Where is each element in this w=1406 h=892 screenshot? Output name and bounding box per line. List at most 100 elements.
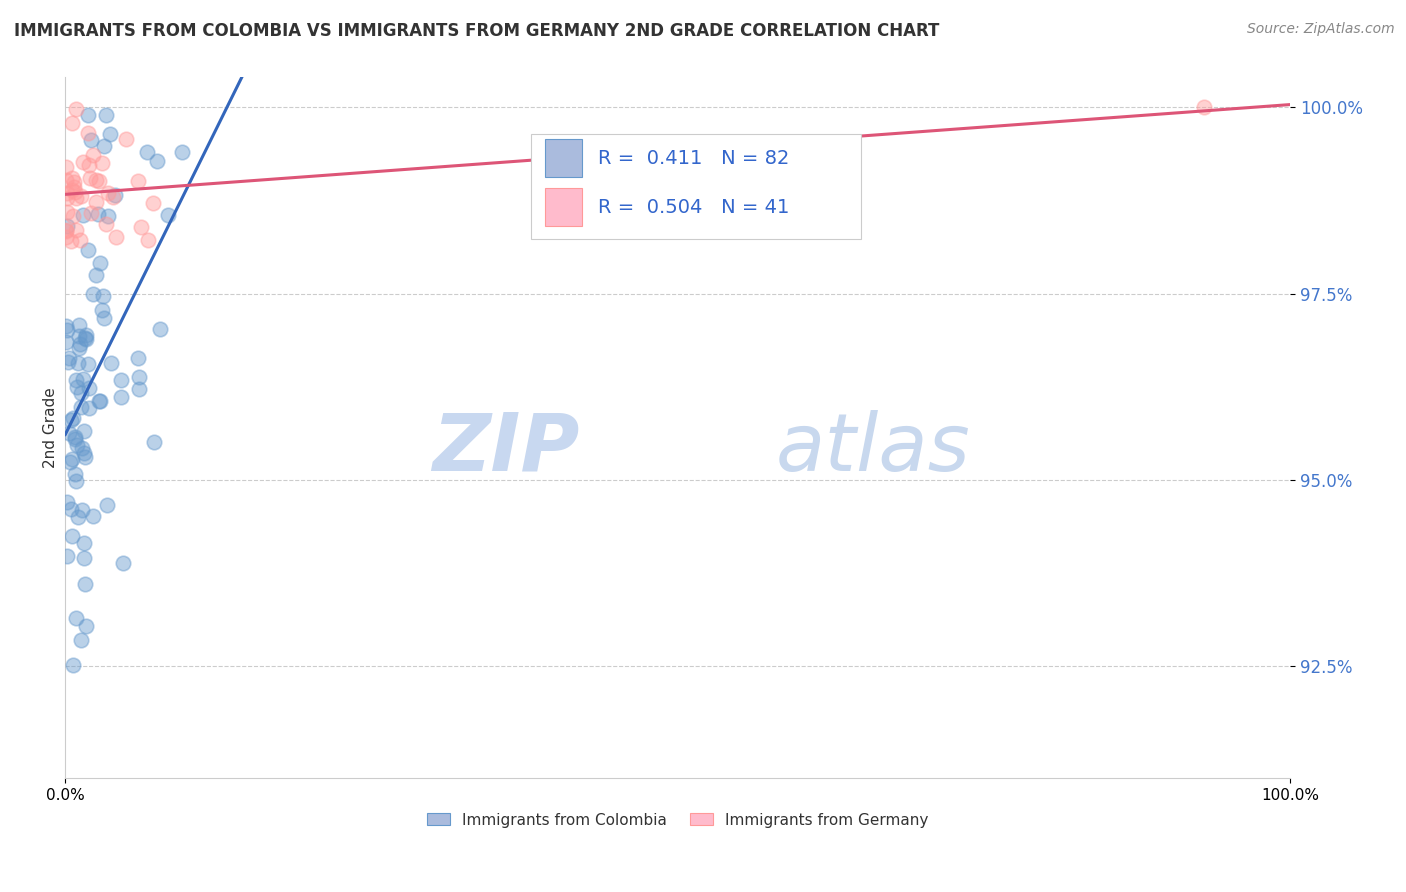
Point (73, 331, 96, 345)
Point (55, 319, 77, 334)
Point (55, 191, 77, 205)
Point (110, 373, 132, 387)
Point (73, 535, 96, 549)
Point (55, 495, 77, 509)
FancyBboxPatch shape (530, 134, 862, 239)
Point (58, 351, 80, 365)
Point (70, 442, 93, 456)
Point (75, 333, 97, 347)
Point (131, 220, 153, 235)
Point (56, 323, 79, 337)
Point (55, 224, 77, 238)
Point (60, 171, 83, 186)
Point (104, 187, 127, 202)
Point (70, 400, 93, 414)
Point (63, 467, 86, 482)
Point (58, 425, 80, 440)
Point (73, 577, 96, 591)
Point (60, 529, 83, 543)
FancyBboxPatch shape (546, 139, 582, 178)
Point (79, 170, 101, 185)
Point (55, 230, 77, 244)
Point (65, 191, 87, 205)
Point (82, 148, 104, 162)
Point (70, 386, 93, 401)
Point (62, 209, 84, 223)
Point (65, 474, 87, 488)
Text: ZIP: ZIP (432, 409, 579, 488)
Point (87, 174, 110, 188)
Text: R =  0.411   N = 82: R = 0.411 N = 82 (598, 149, 789, 168)
Point (55, 173, 77, 187)
Point (136, 145, 159, 159)
Point (76, 357, 98, 371)
Point (91, 289, 114, 303)
Point (66, 509, 89, 524)
Point (65, 373, 87, 387)
Point (84, 268, 107, 283)
Point (75, 450, 97, 464)
Point (76, 243, 98, 257)
Point (100, 356, 122, 370)
Point (63, 432, 86, 446)
Point (104, 230, 127, 244)
Point (67, 318, 90, 332)
Y-axis label: 2nd Grade: 2nd Grade (44, 387, 58, 468)
Point (80, 206, 103, 220)
Point (70, 189, 93, 203)
Point (65, 611, 87, 625)
Point (97, 209, 120, 223)
Point (97, 186, 120, 201)
Point (55, 334, 77, 349)
Point (101, 190, 124, 204)
Point (62, 411, 84, 425)
Point (89, 256, 111, 270)
Point (60, 183, 83, 197)
Point (90, 156, 112, 170)
Point (60, 234, 83, 248)
Point (77, 401, 100, 415)
Point (59, 413, 82, 427)
Point (67, 341, 90, 355)
Point (111, 556, 134, 570)
Point (60, 502, 83, 516)
Point (156, 208, 179, 222)
Point (86, 194, 108, 209)
Text: Source: ZipAtlas.com: Source: ZipAtlas.com (1247, 22, 1395, 37)
Point (115, 132, 138, 146)
Point (146, 154, 169, 169)
Text: atlas: atlas (776, 409, 970, 488)
Point (73, 446, 96, 460)
Point (1194, 100, 1216, 114)
Point (142, 434, 165, 449)
Point (69, 233, 91, 247)
Point (87, 206, 110, 220)
Point (80, 133, 103, 147)
Point (76, 108, 98, 122)
Point (55, 223, 77, 237)
Point (128, 370, 150, 384)
Point (79, 380, 101, 394)
Point (56, 219, 79, 234)
Point (67, 356, 90, 370)
Point (62, 658, 84, 673)
Point (62, 175, 84, 189)
Point (94, 218, 117, 232)
Point (96, 499, 118, 513)
Point (128, 382, 150, 396)
Point (72, 424, 94, 438)
Text: R =  0.504   N = 41: R = 0.504 N = 41 (598, 198, 789, 217)
Point (90, 302, 112, 317)
Point (149, 321, 172, 335)
Point (82, 509, 104, 524)
Point (72, 154, 94, 169)
Point (67, 329, 90, 343)
Point (110, 390, 132, 404)
Point (136, 233, 159, 247)
Point (60, 116, 83, 130)
Point (82, 286, 104, 301)
Point (127, 174, 149, 188)
Point (72, 371, 94, 385)
Point (93, 310, 115, 325)
Point (55, 160, 77, 174)
